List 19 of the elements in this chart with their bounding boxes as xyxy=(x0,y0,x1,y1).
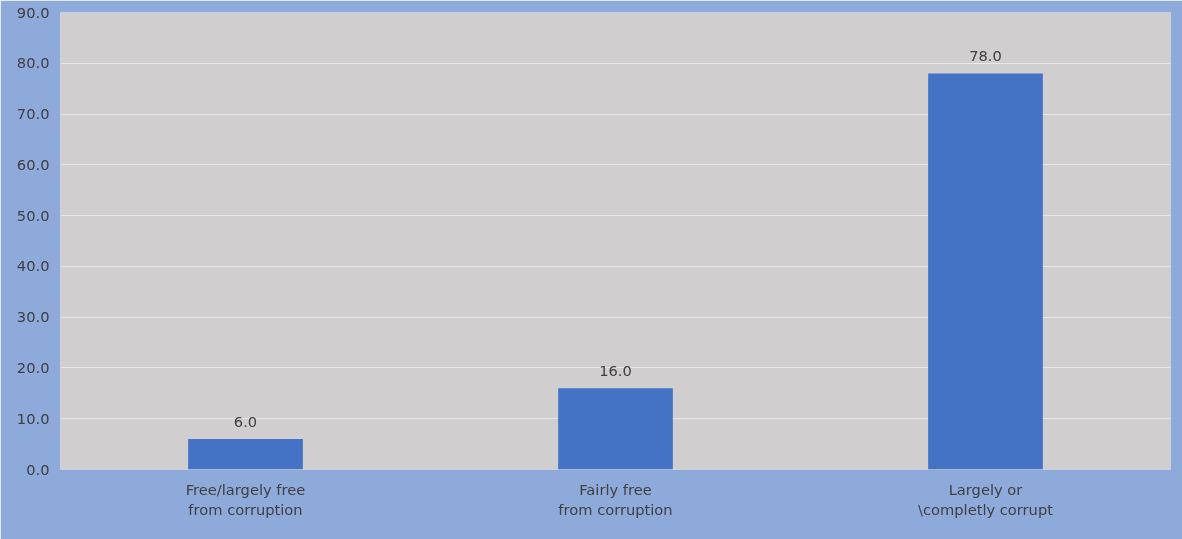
data-label: 78.0 xyxy=(969,47,1002,65)
x-tick-label: Free/largely free from corruption xyxy=(185,480,306,518)
bar xyxy=(188,439,303,470)
y-tick-label: 80.0 xyxy=(16,54,50,72)
bar xyxy=(928,73,1043,470)
y-tick-label: 0.0 xyxy=(26,460,50,478)
x-tick-label: Fairly free from corruption xyxy=(558,480,673,518)
y-tick-label: 30.0 xyxy=(16,308,50,326)
bar xyxy=(558,388,673,470)
y-tick-label: 70.0 xyxy=(16,105,50,123)
y-tick-label: 10.0 xyxy=(16,409,50,427)
y-tick-label: 40.0 xyxy=(16,257,50,275)
data-label: 6.0 xyxy=(233,413,258,431)
x-tick-label: Largely or \completly corrupt xyxy=(918,480,1054,518)
y-tick-label: 20.0 xyxy=(16,358,50,376)
y-tick-label: 50.0 xyxy=(16,206,50,224)
y-tick-label: 60.0 xyxy=(16,155,50,173)
y-tick-label: 90.0 xyxy=(16,3,50,21)
data-label: 16.0 xyxy=(599,362,632,380)
